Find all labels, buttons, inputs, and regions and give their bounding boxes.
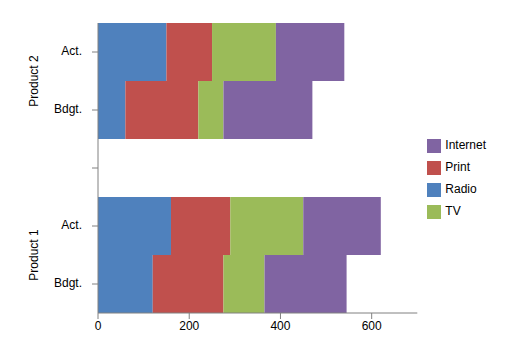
svg-text:200: 200 [179,319,199,333]
svg-text:400: 400 [270,319,290,333]
svg-text:Product 1: Product 1 [27,229,41,281]
svg-text:Act.: Act. [61,44,82,58]
svg-text:0: 0 [95,319,102,333]
html-text:Internet: Internet [445,138,486,152]
svg-text:Product 2: Product 2 [27,55,41,107]
html-text:Print: Print [445,160,470,174]
html-text:Radio: Radio [445,182,477,196]
svg-text:Act.: Act. [61,218,82,232]
svg-text:Bdgt.: Bdgt. [54,276,82,290]
html-text:TV: TV [445,204,461,218]
svg-text:Bdgt.: Bdgt. [54,102,82,116]
svg-text:600: 600 [362,319,382,333]
